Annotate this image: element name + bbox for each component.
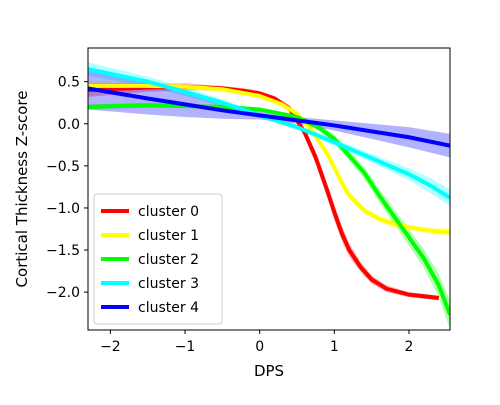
x-tick-label: 0 bbox=[255, 339, 264, 355]
series-line-cluster-1 bbox=[88, 83, 450, 235]
y-tick-label: 0.0 bbox=[58, 117, 80, 133]
x-axis-label: DPS bbox=[254, 362, 284, 380]
x-axis: −2 −1 0 1 2 bbox=[100, 330, 413, 355]
y-tick-label: 0.5 bbox=[58, 75, 80, 91]
legend-label-cluster-0: cluster 0 bbox=[138, 204, 199, 220]
series-line-cluster-3 bbox=[88, 67, 450, 200]
y-tick-label: −2.0 bbox=[46, 285, 80, 301]
x-tick-label: −2 bbox=[100, 339, 121, 355]
legend-label-cluster-3: cluster 3 bbox=[138, 276, 199, 292]
x-tick-label: 1 bbox=[330, 339, 339, 355]
legend-label-cluster-4: cluster 4 bbox=[138, 300, 199, 316]
y-axis-label: Cortical Thickness Z-score bbox=[13, 91, 31, 288]
x-tick-label: −1 bbox=[175, 339, 196, 355]
y-axis: 0.5 0.0 −0.5 −1.0 −1.5 −2.0 bbox=[46, 75, 88, 301]
legend-label-cluster-2: cluster 2 bbox=[138, 252, 199, 268]
legend-box bbox=[93, 193, 223, 325]
y-tick-label: −1.5 bbox=[46, 243, 80, 259]
legend-label-cluster-1: cluster 1 bbox=[138, 228, 199, 244]
series-layer bbox=[88, 62, 450, 330]
legend: cluster 0 cluster 1 cluster 2 cluster 3 clus… bbox=[93, 193, 223, 325]
y-tick-label: −1.0 bbox=[46, 201, 80, 217]
y-tick-label: −0.5 bbox=[46, 159, 80, 175]
x-tick-label: 2 bbox=[404, 339, 413, 355]
series-band-cluster-4 bbox=[88, 67, 450, 158]
series-line-cluster-4 bbox=[88, 86, 450, 148]
plot-frame bbox=[87, 47, 451, 331]
